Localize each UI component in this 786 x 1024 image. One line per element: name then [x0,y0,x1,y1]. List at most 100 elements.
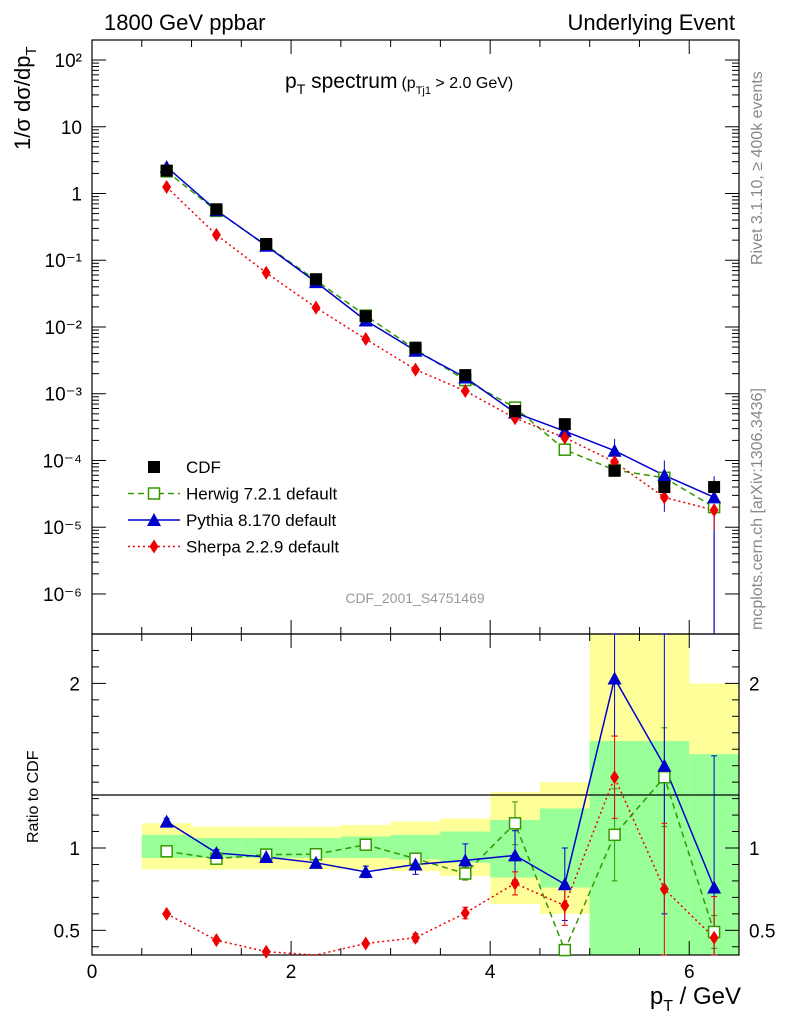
rivet-label: Rivet 3.1.10, ≥ 400k events [749,71,766,265]
y-tick-label-ratio: 0.5 [54,921,80,942]
series-point-ratio [508,848,523,862]
y-axis-label-main: 1/σ dσ/dpT [10,46,40,150]
legend-label: Pythia 8.170 default [186,511,337,530]
series-point-main [709,503,719,518]
series-point-main [211,227,221,242]
y-tick-label-ratio: 2 [69,674,80,695]
series-point-ratio [557,877,572,891]
series-point-main [460,383,470,398]
series-line-ratio [166,775,715,953]
series-point-ratio [510,876,520,891]
cdf-point [160,164,173,177]
y-tick-label-main: 10⁻³ [45,385,83,406]
cdf-point [558,418,571,431]
series-point-main [311,300,321,315]
y-axis-label-ratio: Ratio to CDF [25,750,42,843]
series-point-ratio [209,845,224,859]
series-point-ratio [709,930,719,945]
ratio-series-layer [159,633,722,959]
cdf-point [210,203,223,216]
x-tick-label: 2 [286,962,297,983]
series-point-ratio [411,930,420,945]
x-tick-label: 0 [87,962,98,983]
series-point-main [558,443,572,456]
series-point-ratio [259,850,274,864]
series-point-ratio [211,933,221,948]
y-tick-label-main: 10⁻⁵ [43,518,82,539]
series-line-ratio [166,775,715,956]
series-point-ratio [359,838,372,851]
y-tick-label-ratio-right: 2 [749,674,760,695]
series-point-ratio [408,857,423,871]
cdf-point [459,369,472,382]
series-point-main [707,490,722,504]
legend-marker [147,513,161,526]
cdf-point [509,405,522,418]
series-point-ratio [560,898,570,913]
series-point-main [607,443,622,457]
series-point-ratio [458,853,473,867]
header-left: 1800 GeV ppbar [104,10,265,35]
series-point-ratio [160,845,173,858]
series-line-ratio [166,676,715,888]
series-point-ratio [459,867,472,880]
series-point-ratio [261,944,271,959]
mcplots-label: mcplots.cern.ch [arXiv:1306.3436] [749,388,766,630]
y-tick-label-main: 10⁻⁴ [43,451,82,472]
cdf-point [708,481,721,494]
series-point-ratio [358,864,373,878]
series-point-main [261,265,271,280]
series-point-main [560,430,570,445]
series-point-ratio [460,906,470,921]
y-tick-label-main: 10⁻⁶ [43,585,82,606]
legend-marker [149,539,159,554]
cdf-point [309,273,322,286]
axis-ticks: 0 2 4 6 10⁻⁶ 10⁻⁵ 10⁻⁴ 10⁻³ 10⁻² 10⁻¹ 1 10 10² 0.5 0.5… [43,40,775,983]
series-point-ratio [658,770,671,784]
cdf-point [409,341,422,354]
cdf-point [359,310,372,323]
series-point-ratio [159,814,174,828]
main-series-layer [159,159,722,634]
series-point-ratio [308,855,323,869]
band-inner [291,838,341,858]
cdf-point [658,481,671,494]
series-point-ratio [607,671,622,685]
y-tick-label-main: 1 [71,185,82,206]
cdf-point [260,238,273,251]
legend: CDF Herwig 7.2.1 default Pythia 8.170 defa… [128,458,339,557]
series-point-ratio [361,936,371,951]
legend-marker [148,461,160,473]
series-point-main [659,490,669,505]
y-tick-label-main: 10² [55,51,82,72]
series-line-main [166,166,715,499]
series-point-main [411,362,420,377]
band-inner [241,838,292,858]
series-point-main [657,468,672,482]
series-point-main [162,180,172,195]
series-line-main [166,186,715,511]
legend-label: CDF [186,458,221,477]
legend-label: Herwig 7.2.1 default [186,485,337,504]
cdf-point [608,464,621,477]
x-axis-label: pT / GeV [650,983,741,1015]
y-tick-label-main: 10⁻² [45,318,83,339]
y-tick-label-ratio-right: 0.5 [749,921,775,942]
analysis-watermark: CDF_2001_S4751469 [345,590,485,606]
series-point-ratio [657,758,672,772]
legend-marker [147,487,161,500]
series-point-ratio [508,817,522,830]
panel-title: pT spectrum (pTj1 > 2.0 GeV) [285,70,513,97]
series-line-main [166,170,715,508]
header-right: Underlying Event [567,10,735,35]
x-tick-label: 6 [684,962,695,983]
y-tick-label-main: 10⁻¹ [45,251,83,272]
series-point-ratio [558,943,572,957]
y-tick-label-ratio-right: 1 [749,839,760,860]
y-tick-label-ratio: 1 [69,839,80,860]
series-point-ratio [707,880,722,894]
series-point-ratio [162,906,172,921]
series-point-ratio [659,882,669,897]
series-point-ratio [608,828,621,842]
